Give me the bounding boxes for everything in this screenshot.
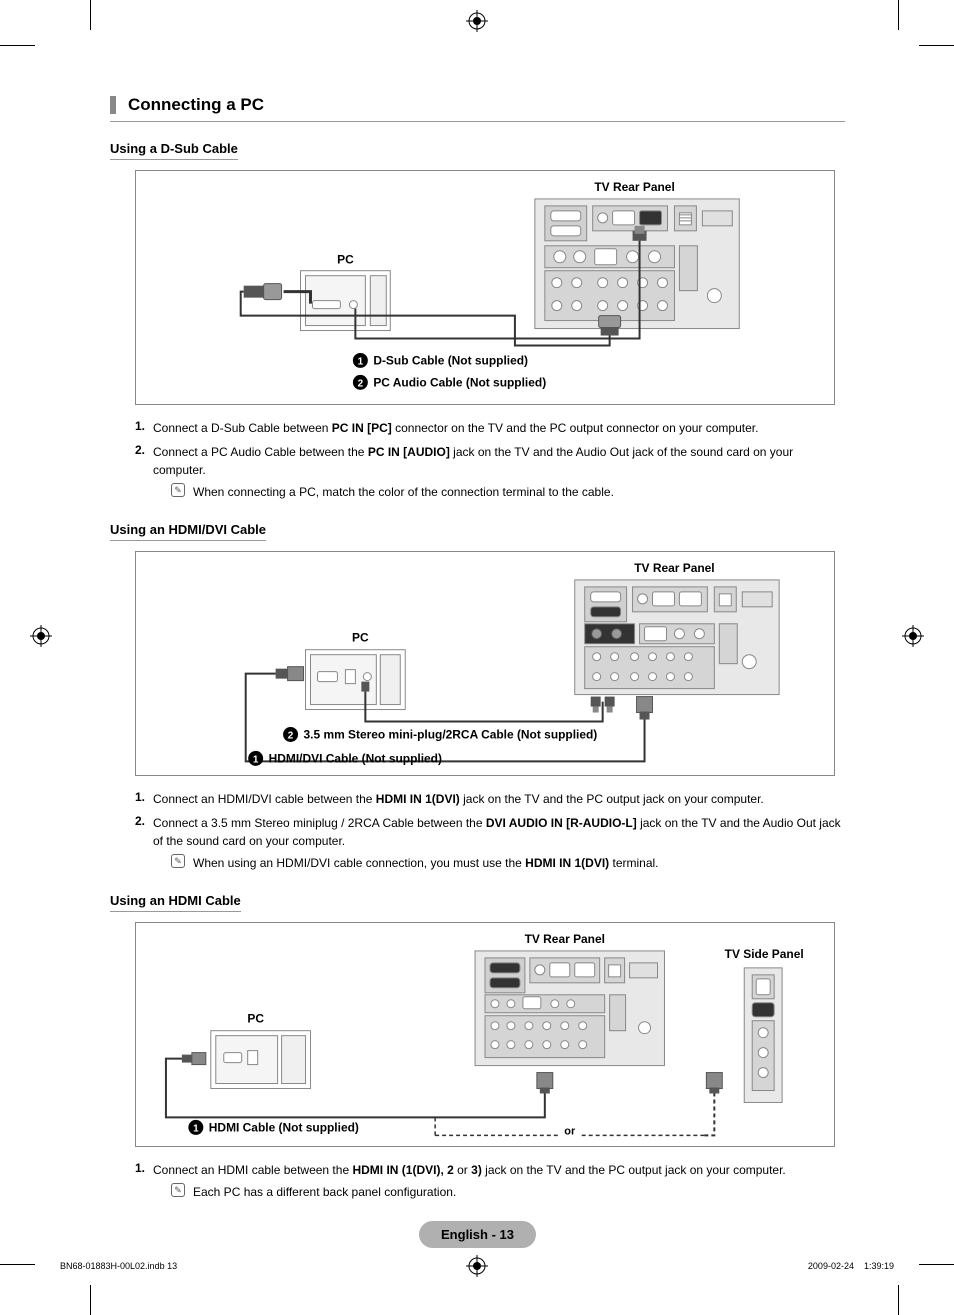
footer-filename: BN68-01883H-00L02.indb 13 (60, 1261, 177, 1271)
caption-audio-cable: PC Audio Cable (Not supplied) (373, 375, 546, 389)
page-number-badge: English - 13 (419, 1221, 536, 1248)
crop-mark (898, 0, 899, 30)
pc-label: PC (352, 631, 369, 645)
footer-timestamp: 2009-02-24 1:39:19 (808, 1261, 894, 1271)
step-text: Connect a D-Sub Cable between PC IN [PC]… (153, 419, 845, 437)
registration-mark-icon (902, 625, 924, 647)
svg-text:or: or (564, 1125, 576, 1137)
section-title: Connecting a PC (128, 95, 264, 115)
note-icon: ✎ (171, 483, 185, 497)
registration-mark-icon (30, 625, 52, 647)
crop-mark (898, 1285, 899, 1315)
crop-mark (0, 1264, 35, 1265)
tv-rear-panel-label: TV Rear Panel (525, 932, 605, 946)
subsection-hdmidvi: Using an HDMI/DVI Cable TV Rear Panel (110, 521, 845, 872)
step-item: 2. Connect a 3.5 mm Stereo miniplug / 2R… (135, 814, 845, 872)
note-icon: ✎ (171, 1183, 185, 1197)
step-number: 2. (135, 443, 153, 501)
registration-mark-icon (466, 1255, 488, 1277)
heading-bullet (110, 96, 116, 114)
diagram-hdmidvi: TV Rear Panel (135, 551, 835, 776)
step-text: Connect a PC Audio Cable between the PC … (153, 443, 845, 501)
step-item: 1. Connect a D-Sub Cable between PC IN [… (135, 419, 845, 437)
steps-dsub: 1. Connect a D-Sub Cable between PC IN [… (135, 419, 845, 501)
note-icon: ✎ (171, 854, 185, 868)
page-content: Connecting a PC Using a D-Sub Cable TV R… (110, 95, 845, 1248)
step-text: Connect an HDMI/DVI cable between the HD… (153, 790, 845, 808)
tv-side-panel-label: TV Side Panel (725, 947, 804, 961)
step-item: 1. Connect an HDMI/DVI cable between the… (135, 790, 845, 808)
crop-mark (90, 0, 91, 30)
crop-mark (919, 1264, 954, 1265)
pc-label: PC (337, 253, 354, 267)
caption-stereo-cable: 3.5 mm Stereo mini-plug/2RCA Cable (Not … (304, 727, 598, 741)
step-number: 1. (135, 419, 153, 437)
svg-text:1: 1 (253, 754, 259, 765)
subsection-title: Using an HDMI Cable (110, 893, 241, 912)
diagram-dsub: TV Rear Panel (135, 170, 835, 405)
diagram-hdmi: TV Rear Panel (135, 922, 835, 1147)
step-number: 1. (135, 790, 153, 808)
tv-rear-panel-label: TV Rear Panel (594, 180, 674, 194)
svg-text:2: 2 (358, 378, 364, 389)
step-note: ✎ Each PC has a different back panel con… (171, 1183, 845, 1201)
subsection-title: Using an HDMI/DVI Cable (110, 522, 266, 541)
step-number: 2. (135, 814, 153, 872)
section-heading: Connecting a PC (110, 95, 845, 122)
caption-dsub-cable: D-Sub Cable (Not supplied) (373, 353, 528, 367)
subsection-title: Using a D-Sub Cable (110, 141, 238, 160)
subsection-hdmi: Using an HDMI Cable TV Rear Panel (110, 892, 845, 1201)
step-number: 1. (135, 1161, 153, 1201)
step-text: Connect an HDMI cable between the HDMI I… (153, 1161, 845, 1201)
page-number-badge-wrap: English - 13 (110, 1221, 845, 1248)
caption-hdmidvi-cable: HDMI/DVI Cable (Not supplied) (269, 751, 442, 765)
subsection-dsub: Using a D-Sub Cable TV Rear Panel (110, 140, 845, 501)
caption-hdmi-cable: HDMI Cable (Not supplied) (209, 1120, 359, 1134)
tv-rear-panel-label: TV Rear Panel (634, 561, 714, 575)
steps-hdmidvi: 1. Connect an HDMI/DVI cable between the… (135, 790, 845, 872)
crop-mark (0, 45, 35, 46)
svg-text:1: 1 (193, 1123, 199, 1134)
note-text: Each PC has a different back panel confi… (193, 1183, 456, 1201)
svg-text:1: 1 (358, 356, 364, 367)
step-note: ✎ When using an HDMI/DVI cable connectio… (171, 854, 845, 872)
step-item: 2. Connect a PC Audio Cable between the … (135, 443, 845, 501)
step-text: Connect a 3.5 mm Stereo miniplug / 2RCA … (153, 814, 845, 872)
pc-label: PC (247, 1012, 264, 1026)
note-text: When connecting a PC, match the color of… (193, 483, 614, 501)
step-item: 1. Connect an HDMI cable between the HDM… (135, 1161, 845, 1201)
step-note: ✎ When connecting a PC, match the color … (171, 483, 845, 501)
note-text: When using an HDMI/DVI cable connection,… (193, 854, 659, 872)
svg-text:2: 2 (288, 730, 294, 741)
crop-mark (90, 1285, 91, 1315)
crop-mark (919, 45, 954, 46)
registration-mark-icon (466, 10, 488, 32)
steps-hdmi: 1. Connect an HDMI cable between the HDM… (135, 1161, 845, 1201)
